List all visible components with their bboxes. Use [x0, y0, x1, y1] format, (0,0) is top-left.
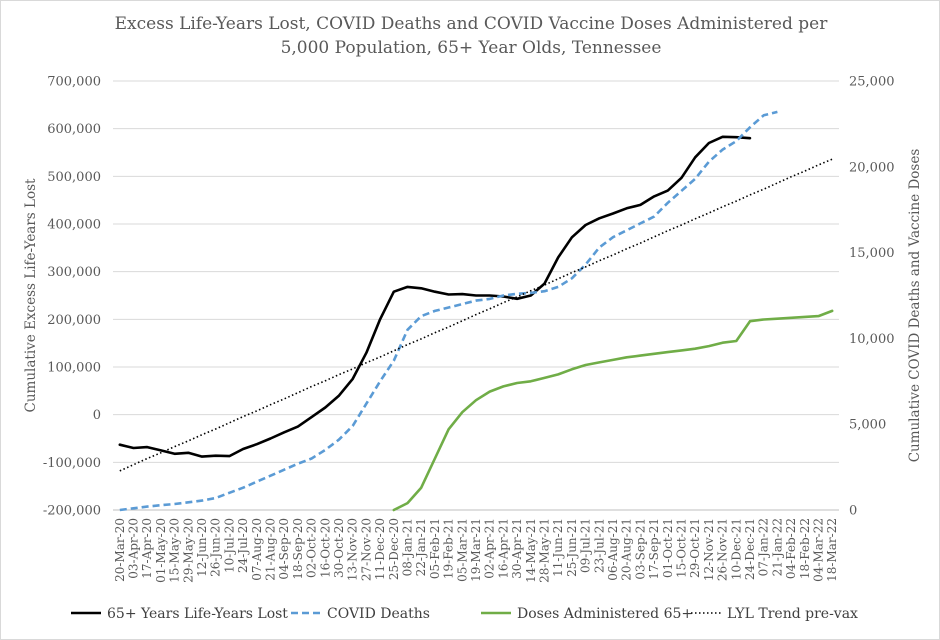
x-tick-label: 12-Nov-21 [702, 518, 716, 581]
x-tick-label: 23-Jul-21 [592, 518, 606, 573]
y-tick-label: 100,000 [47, 361, 101, 376]
y-axis-title: Cumulative Excess Life-Years Lost [23, 178, 39, 413]
y2-tick-label: 5,000 [849, 418, 886, 433]
x-tick-label: 11-Dec-20 [373, 518, 387, 580]
chart-title-line: 5,000 Population, 65+ Year Olds, Tenness… [281, 38, 662, 58]
series-line-1 [119, 110, 778, 512]
x-tick-label: 10-Dec-21 [729, 518, 743, 580]
y-tick-label: 200,000 [47, 313, 101, 328]
x-tick-label: 19-Mar-21 [469, 518, 483, 582]
y-tick-label: -200,000 [43, 504, 101, 519]
x-tick-label: 28-May-21 [537, 518, 551, 583]
x-tick-label: 15-Oct-21 [674, 518, 688, 578]
x-tick-label: 25-Jun-21 [565, 518, 579, 577]
x-tick-label: 30-Apr-21 [510, 518, 524, 579]
y-tick-label: 600,000 [47, 122, 101, 137]
x-tick-label: 07-Jan-22 [757, 518, 771, 576]
x-tick-label: 11-Jun-21 [551, 518, 565, 577]
x-tick-label: 04-Feb-22 [784, 518, 798, 579]
y-tick-label: 300,000 [47, 265, 101, 280]
x-tick-label: 16-Apr-21 [496, 518, 510, 579]
x-tick-label: 15-May-20 [168, 518, 182, 583]
y2-tick-label: 0 [849, 504, 857, 519]
x-tick-label: 18-Sep-20 [291, 518, 305, 580]
y2-tick-label: 10,000 [849, 332, 895, 347]
legend-label: 65+ Years Life-Years Lost [107, 606, 288, 622]
x-tick-label: 14-May-21 [524, 518, 538, 583]
x-tick-label: 12-Jun-20 [195, 518, 209, 577]
x-tick-label: 04-Sep-20 [277, 518, 291, 580]
x-tick-label: 24-Jul-20 [236, 518, 250, 573]
series-line-2 [392, 309, 834, 512]
x-tick-label: 18-Feb-22 [798, 518, 812, 579]
x-tick-label: 26-Jun-20 [209, 518, 223, 577]
x-tick-label: 01-May-20 [154, 518, 168, 583]
x-tick-label: 22-Jan-21 [414, 518, 428, 576]
x-tick-label: 08-Jan-21 [401, 518, 415, 576]
series-line-3 [119, 158, 833, 472]
x-tick-label: 29-Oct-21 [688, 518, 702, 578]
y2-axis-title: Cumulative COVID Deaths and Vaccine Dose… [907, 149, 923, 463]
x-tick-label: 18-Mar-22 [825, 518, 839, 582]
y2-tick-label: 15,000 [849, 246, 895, 261]
legend-label: LYL Trend pre-vax [727, 606, 858, 622]
x-tick-label: 20-Mar-20 [113, 518, 127, 582]
x-tick-label: 30-Oct-20 [332, 518, 346, 578]
y-tick-label: 0 [93, 408, 101, 423]
chart-title-line: Excess Life-Years Lost, COVID Deaths and… [115, 14, 829, 34]
x-tick-label: 26-Nov-21 [716, 518, 730, 581]
y-tick-label: 500,000 [47, 170, 101, 185]
series-line-0 [118, 135, 752, 458]
x-tick-label: 24-Dec-21 [743, 518, 757, 580]
x-tick-label: 13-Nov-20 [346, 518, 360, 581]
x-tick-label: 01-Oct-21 [661, 518, 675, 578]
legend-label: COVID Deaths [327, 606, 430, 622]
x-tick-label: 20-Aug-21 [620, 518, 634, 581]
x-tick-label: 05-Feb-21 [428, 518, 442, 579]
x-tick-label: 07-Aug-20 [250, 518, 264, 581]
x-tick-label: 05-Mar-21 [455, 518, 469, 582]
legend-label: Doses Administered 65+ [517, 606, 693, 622]
y-tick-label: 400,000 [47, 218, 101, 233]
x-tick-label: 21-Jan-22 [770, 518, 784, 576]
x-tick-label: 17-Apr-20 [140, 518, 154, 579]
x-tick-label: 04-Mar-22 [811, 518, 825, 582]
x-tick-label: 16-Oct-20 [318, 518, 332, 578]
x-tick-label: 21-Aug-20 [264, 518, 278, 581]
y2-tick-label: 25,000 [849, 75, 895, 90]
x-tick-label: 17-Sep-21 [647, 518, 661, 580]
x-tick-label: 25-Dec-20 [387, 518, 401, 580]
x-tick-label: 29-May-20 [181, 518, 195, 583]
y-tick-label: -100,000 [43, 456, 101, 471]
x-tick-label: 03-Sep-21 [633, 518, 647, 580]
x-tick-label: 10-Jul-20 [222, 518, 236, 573]
x-tick-label: 02-Oct-20 [305, 518, 319, 578]
x-tick-label: 02-Apr-21 [483, 518, 497, 579]
x-tick-label: 27-Nov-20 [359, 518, 373, 581]
x-tick-label: 09-Jul-21 [579, 518, 593, 573]
x-tick-label: 03-Apr-20 [127, 518, 141, 579]
y2-tick-label: 20,000 [849, 160, 895, 175]
y-tick-label: 700,000 [47, 75, 101, 90]
x-tick-label: 06-Aug-21 [606, 518, 620, 581]
x-tick-label: 19-Feb-21 [442, 518, 456, 579]
